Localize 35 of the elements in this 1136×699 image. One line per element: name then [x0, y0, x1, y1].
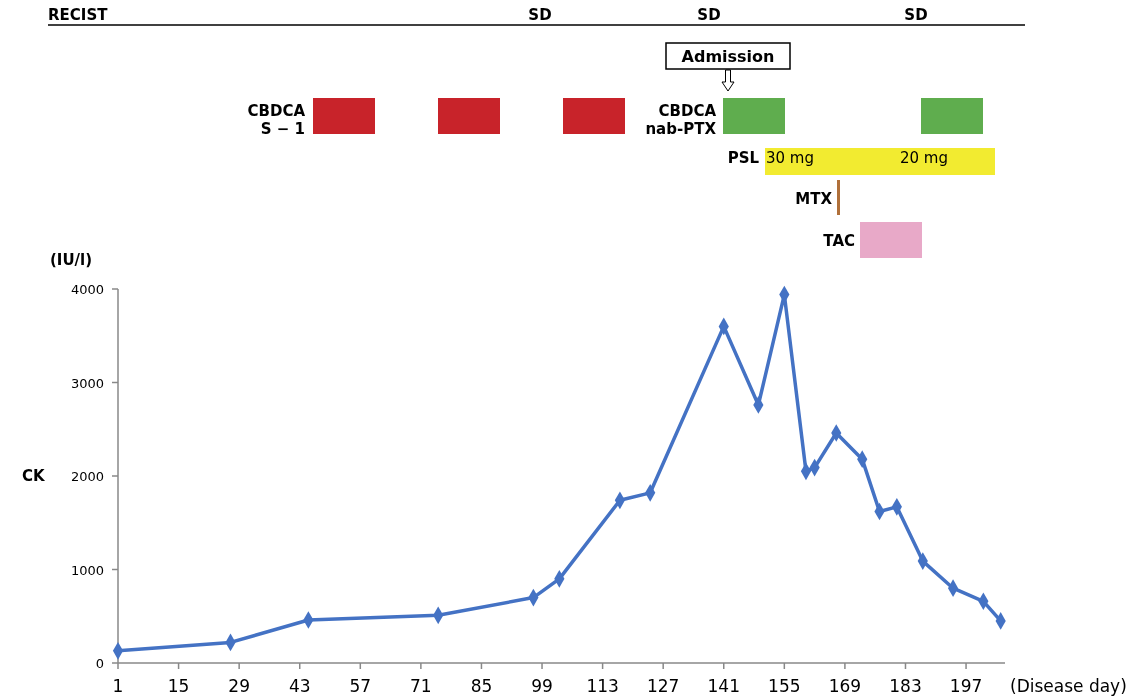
x-tick-label: 197 — [949, 676, 983, 696]
text: Admission — [681, 47, 775, 66]
text: (IU/l) — [50, 251, 93, 269]
y-axis-title: CK — [22, 467, 47, 485]
x-tick-label: 155 — [768, 676, 801, 696]
x-axis-title: (Disease day) — [1010, 676, 1127, 696]
text: PSL — [727, 149, 760, 167]
text: TAC — [823, 232, 855, 250]
x-tick-label: 169 — [828, 676, 862, 696]
x-tick-label: 113 — [586, 676, 619, 696]
x-tick-label: 29 — [228, 676, 250, 696]
text: SD — [697, 6, 721, 24]
x-tick-label: 43 — [288, 676, 311, 696]
y-tick-label: 2000 — [70, 469, 104, 484]
x-tick-label: 183 — [889, 676, 922, 696]
x-tick-label: 57 — [349, 676, 372, 696]
text: CBDCA nab-PTX — [645, 102, 717, 138]
x-tick-label: 71 — [410, 676, 432, 696]
text: 20 mg — [900, 149, 948, 167]
text: SD — [904, 6, 928, 24]
text: RECIST — [48, 6, 109, 24]
x-tick-label: 85 — [470, 676, 493, 696]
x-tick-label: 15 — [167, 676, 190, 696]
text: MTX — [795, 190, 833, 208]
x-tick-label: 141 — [707, 676, 740, 696]
y-tick-label: 3000 — [70, 375, 104, 391]
x-tick-label: 127 — [646, 676, 680, 696]
y-tick-label: 0 — [95, 656, 104, 671]
x-tick-label: 1 — [112, 676, 124, 696]
text: SD — [528, 6, 552, 24]
text: 30 mg — [766, 149, 814, 167]
text: CBDCA S − 1 — [247, 102, 306, 138]
y-tick-label: 4000 — [70, 282, 104, 297]
x-tick-label: 99 — [531, 676, 553, 696]
y-tick-label: 1000 — [70, 562, 104, 578]
